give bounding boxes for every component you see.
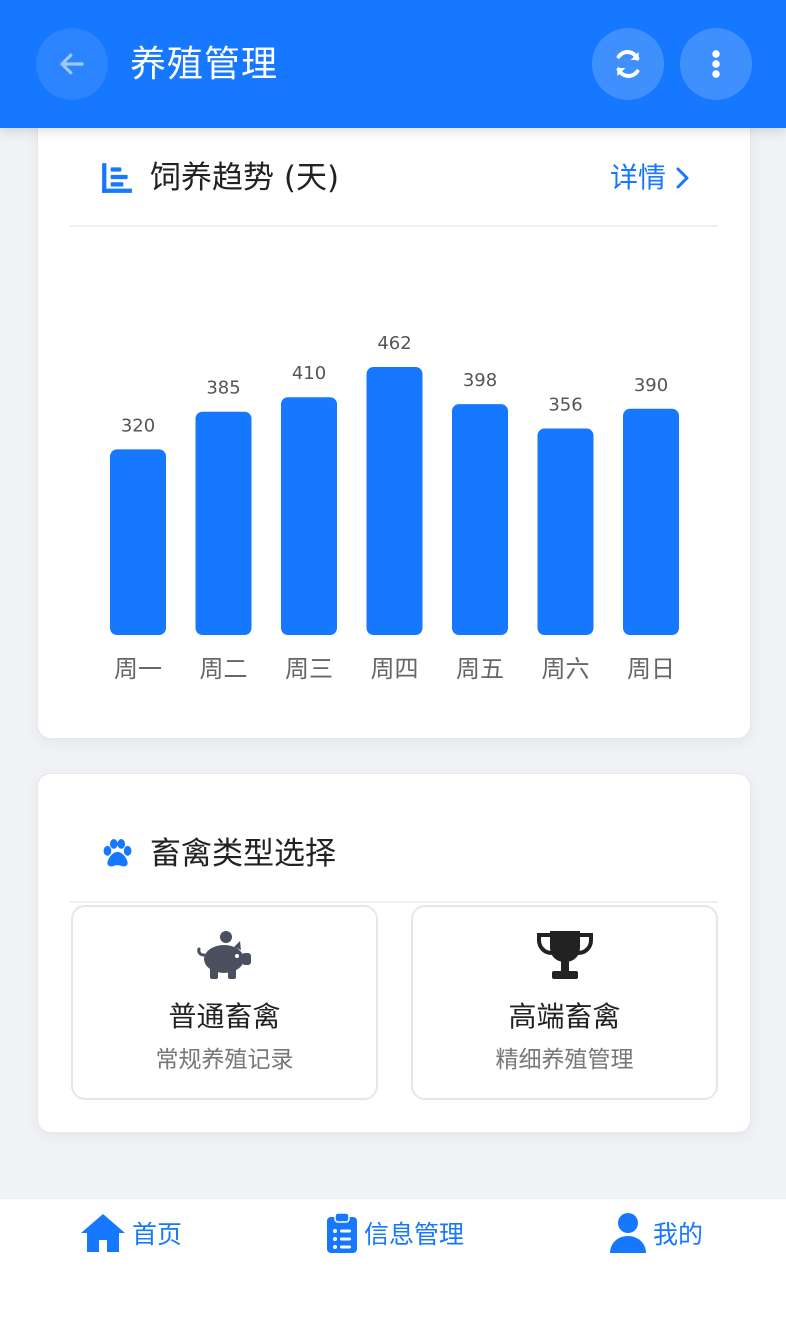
piggy-bank-icon [196, 931, 251, 979]
chart-bar[interactable] [623, 408, 679, 635]
option-name: 普通畜禽 [168, 1000, 281, 1033]
chart-bar[interactable] [537, 428, 594, 635]
detail-label: 详情 [609, 161, 666, 194]
more-vertical-icon [712, 50, 720, 78]
feeding-trend-chart: 320 周一 385 周二 410 周三 462 周四 398 周五 356 周六 390 周日 [110, 333, 679, 683]
premium-livestock-option[interactable]: 高端畜禽 精细养殖管理 [411, 905, 718, 1100]
chart-bar[interactable] [366, 367, 423, 635]
bar-value-label: 356 [548, 395, 582, 416]
feeding-trend-card: 饲养趋势 (天) 详情 320 周一 385 周二 410 周三 462 周四 398 周五 356… [37, 110, 751, 739]
bar-value-label: 398 [463, 370, 497, 391]
x-axis-tick-label: 周六 [542, 655, 590, 683]
option-description: 精细养殖管理 [495, 1047, 634, 1073]
nav-item-mine[interactable]: 我的 [609, 1205, 703, 1261]
clipboard-list-icon [327, 1212, 357, 1253]
page-title: 养殖管理 [130, 44, 279, 85]
chart-bar[interactable] [110, 449, 166, 635]
detail-link[interactable]: 详情 [610, 155, 690, 201]
nav-label: 信息管理 [364, 1220, 465, 1249]
bar-value-label: 320 [121, 415, 155, 436]
x-axis-tick-label: 周日 [627, 655, 675, 683]
card-title: 畜禽类型选择 [150, 836, 336, 872]
bottom-nav: 首页 信息管理 我的 [0, 1198, 786, 1318]
bar-chart-icon [102, 163, 132, 193]
home-icon [81, 1214, 125, 1252]
trophy-icon [536, 931, 593, 979]
bar-value-label: 410 [292, 363, 326, 384]
back-button[interactable] [36, 28, 108, 100]
refresh-button[interactable] [592, 28, 664, 100]
card-title: 饲养趋势 (天) [150, 160, 340, 196]
app-header: 养殖管理 [0, 0, 786, 128]
chart-bar[interactable] [195, 411, 252, 635]
bar-value-label: 462 [377, 333, 411, 354]
chart-bar[interactable] [281, 397, 337, 635]
nav-item-info-management[interactable]: 信息管理 [326, 1205, 464, 1261]
refresh-icon [616, 50, 640, 78]
more-button[interactable] [680, 28, 752, 100]
chart-bar[interactable] [452, 404, 508, 635]
paw-icon [103, 839, 132, 867]
chevron-right-icon [676, 167, 689, 189]
normal-livestock-option[interactable]: 普通畜禽 常规养殖记录 [71, 905, 378, 1100]
x-axis-tick-label: 周二 [200, 655, 248, 683]
user-icon [610, 1213, 646, 1253]
nav-label: 我的 [653, 1220, 704, 1249]
nav-item-home[interactable]: 首页 [80, 1205, 182, 1261]
x-axis-tick-label: 周五 [456, 655, 504, 683]
arrow-left-icon [60, 53, 84, 75]
card-header: 饲养趋势 (天) 详情 [70, 129, 718, 227]
livestock-type-card: 畜禽类型选择 普通畜禽 常规养殖记录 高端畜禽 精细养殖管理 [37, 773, 751, 1133]
x-axis-tick-label: 周一 [114, 655, 162, 683]
option-name: 高端畜禽 [508, 1000, 621, 1033]
x-axis-tick-label: 周四 [371, 655, 419, 683]
x-axis-tick-label: 周三 [285, 655, 333, 683]
bar-value-label: 390 [634, 375, 668, 396]
option-description: 常规养殖记录 [155, 1047, 294, 1073]
nav-label: 首页 [132, 1220, 183, 1249]
card-header: 畜禽类型选择 [70, 805, 718, 903]
bar-value-label: 385 [206, 378, 240, 399]
